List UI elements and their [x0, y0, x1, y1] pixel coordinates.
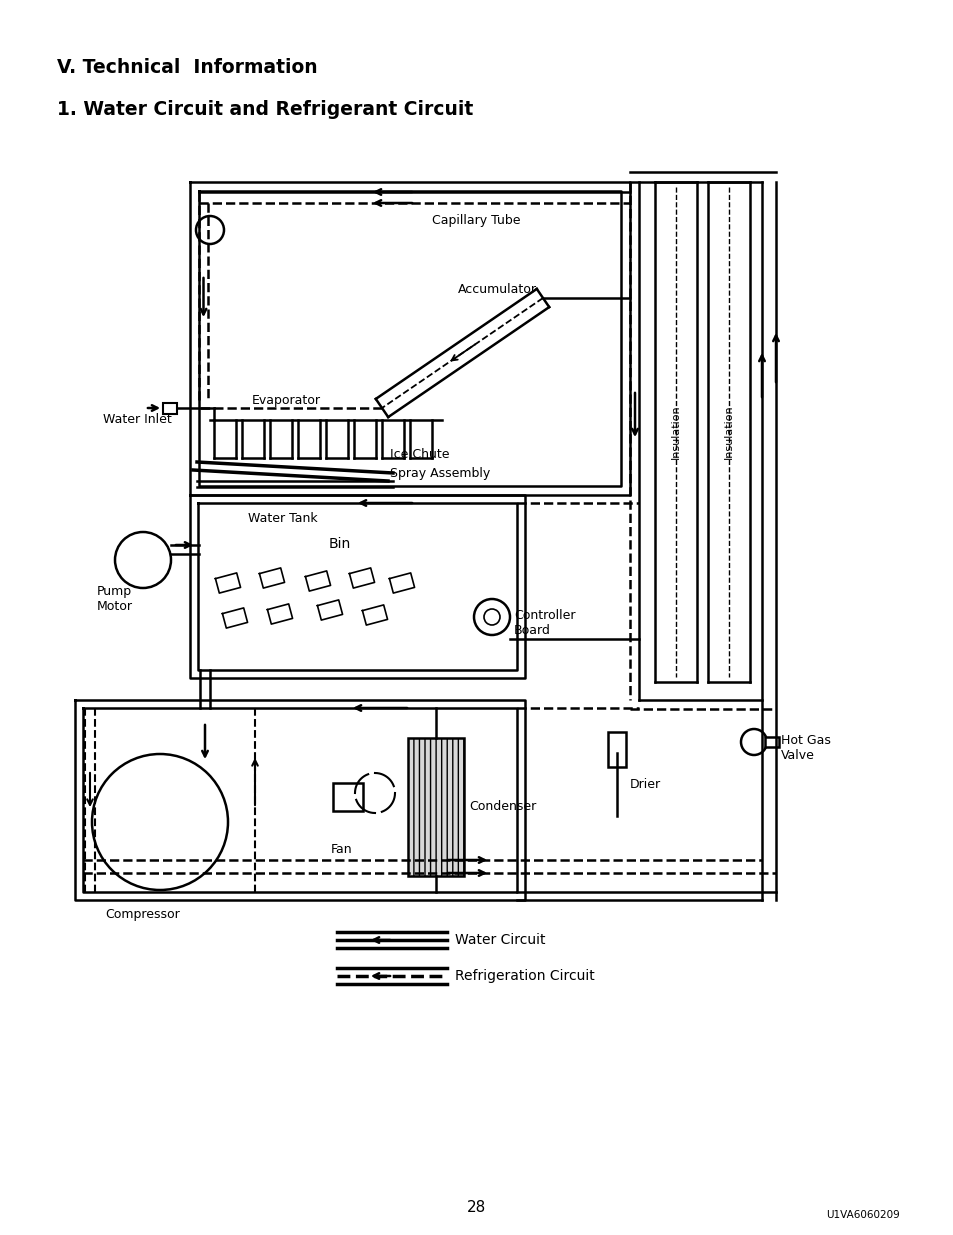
- Text: Ice Chute: Ice Chute: [390, 448, 449, 461]
- Bar: [408, 739, 463, 876]
- Bar: [163, 403, 177, 414]
- Circle shape: [91, 755, 228, 890]
- Text: Bin: Bin: [329, 537, 351, 551]
- Text: 28: 28: [467, 1200, 486, 1215]
- Text: Capillary Tube: Capillary Tube: [432, 214, 520, 227]
- Text: Accumulator: Accumulator: [457, 283, 537, 296]
- Text: Condenser: Condenser: [469, 800, 536, 814]
- Circle shape: [115, 532, 171, 588]
- Text: V. Technical  Information: V. Technical Information: [57, 58, 317, 77]
- Text: 1. Water Circuit and Refrigerant Circuit: 1. Water Circuit and Refrigerant Circuit: [57, 100, 473, 119]
- Text: Water Circuit: Water Circuit: [455, 932, 545, 947]
- Text: Water Inlet: Water Inlet: [103, 412, 172, 426]
- Circle shape: [740, 729, 766, 755]
- Text: Spray Assembly: Spray Assembly: [390, 467, 490, 480]
- Text: Hot Gas
Valve: Hot Gas Valve: [781, 734, 830, 762]
- Text: Fan: Fan: [331, 844, 353, 856]
- Text: Pump
Motor: Pump Motor: [97, 585, 132, 613]
- Bar: [607, 731, 625, 767]
- Bar: [764, 737, 779, 747]
- Bar: [333, 783, 363, 811]
- Circle shape: [195, 216, 224, 245]
- Text: Insulation: Insulation: [723, 405, 733, 459]
- Text: U1VA6060209: U1VA6060209: [825, 1210, 899, 1220]
- Text: Compressor: Compressor: [105, 908, 179, 921]
- Text: Drier: Drier: [629, 778, 660, 790]
- Text: Refrigeration Circuit: Refrigeration Circuit: [455, 969, 594, 983]
- Text: Evaporator: Evaporator: [252, 394, 320, 408]
- Text: Water Tank: Water Tank: [248, 513, 317, 525]
- Text: Controller
Board: Controller Board: [514, 609, 575, 637]
- Text: Insulation: Insulation: [670, 405, 680, 459]
- Circle shape: [474, 599, 510, 635]
